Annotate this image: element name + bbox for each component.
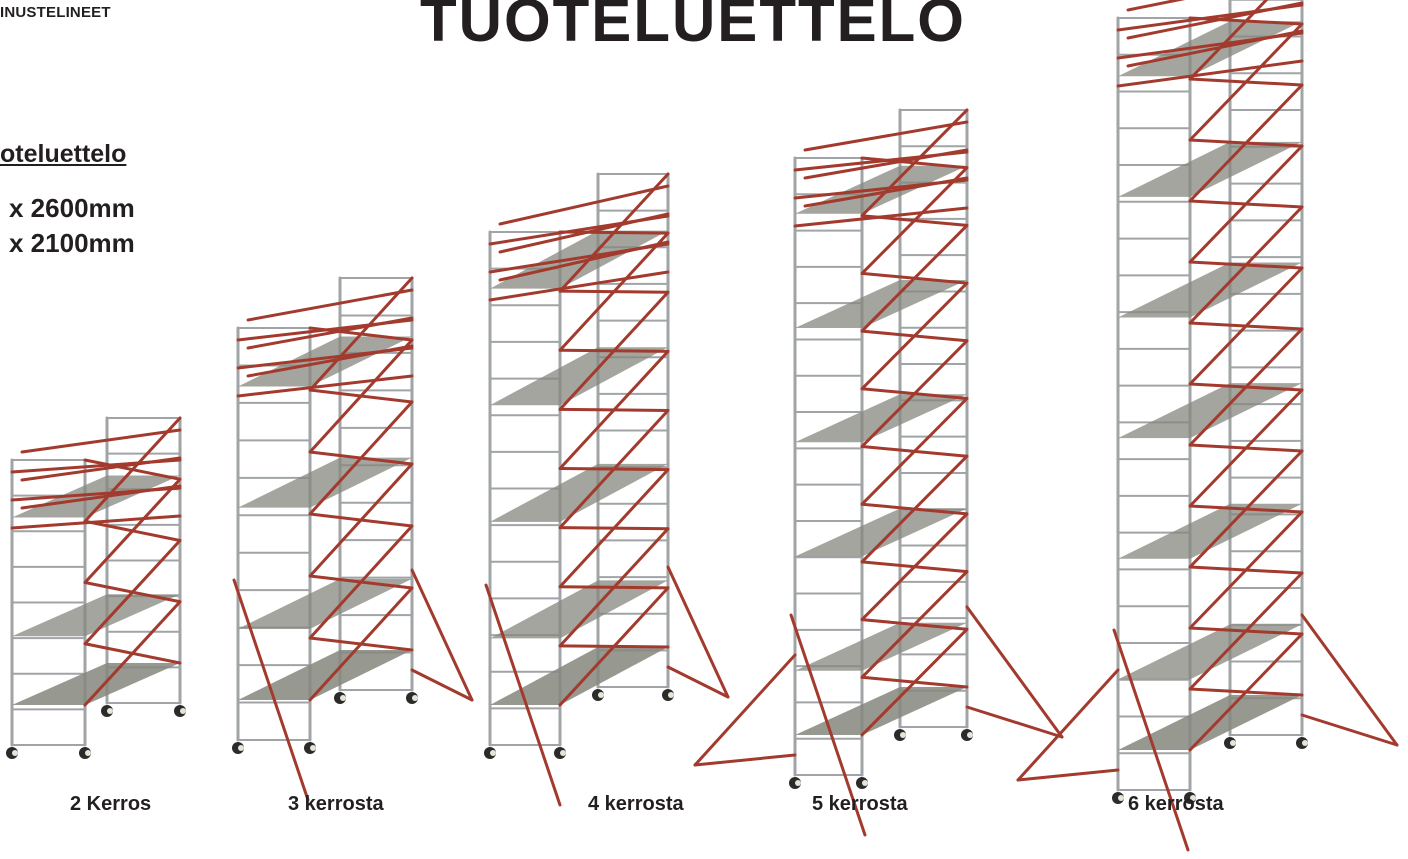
dimension-length: x 2600mm [9,193,135,223]
caption-3-level: 3 kerrosta [288,793,384,815]
scaffold-tower-5 [693,108,1064,837]
dimension-width: x 2100mm [9,228,135,258]
caption-6-level: 6 kerrosta [1128,793,1224,815]
scaffold-tower-4 [484,172,730,807]
caption-4-level: 4 kerrosta [588,793,684,815]
scaffold-tower-2 [6,416,186,759]
scaffold-tower-6 [1016,0,1399,852]
caption-2-level: 2 Kerros [70,793,152,815]
section-heading: oteluettelo [0,140,127,168]
page-title: TUOTELUETTELO [420,0,966,54]
scaffold-tower-3 [232,276,474,802]
caption-5-level: 5 kerrosta [812,793,908,815]
brand-name: INUSTELINEET [0,4,111,21]
